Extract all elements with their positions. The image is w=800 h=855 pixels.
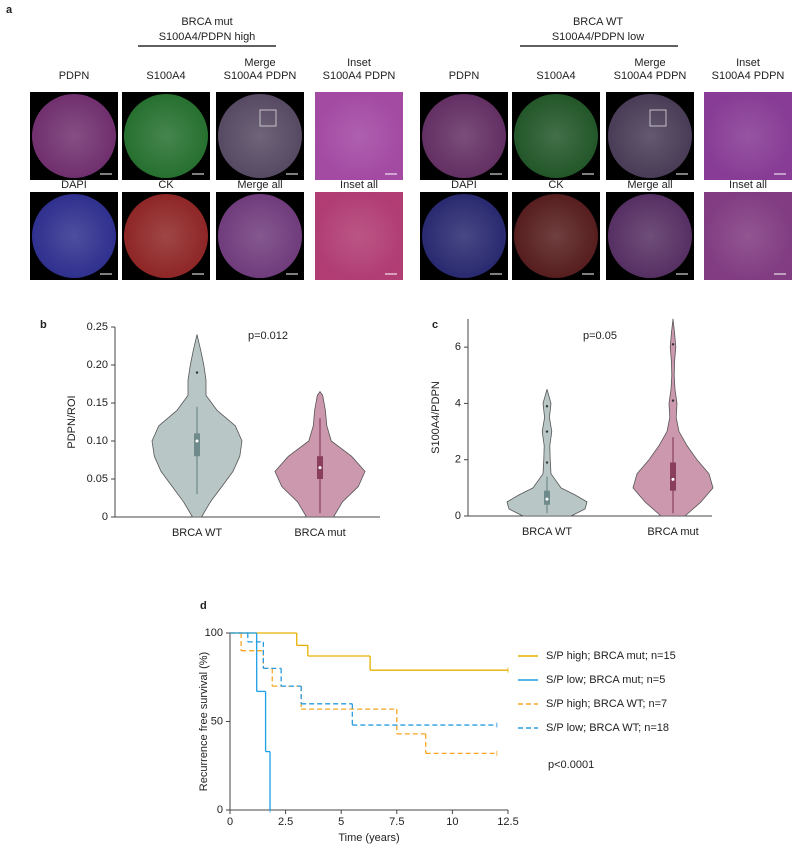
image-label: Inset all bbox=[729, 179, 767, 191]
micrograph-glow bbox=[124, 94, 208, 178]
p-value: p=0.05 bbox=[583, 330, 617, 342]
micrograph-glow bbox=[608, 94, 692, 178]
micrograph-glow bbox=[315, 92, 403, 180]
outlier bbox=[671, 399, 675, 402]
image-label: CK bbox=[158, 179, 174, 191]
outlier bbox=[545, 405, 549, 408]
image-label: DAPI bbox=[61, 179, 87, 191]
y-tick-label: 0 bbox=[217, 804, 223, 816]
median bbox=[545, 497, 549, 501]
micrograph-glow bbox=[514, 194, 598, 278]
y-axis-label: PDPN/ROI bbox=[66, 395, 78, 448]
violin bbox=[506, 389, 588, 517]
image-label: Merge all bbox=[237, 179, 282, 191]
x-tick-label: BRCA mut bbox=[647, 526, 698, 538]
x-tick-label: 0 bbox=[227, 816, 233, 828]
micrograph-glow bbox=[422, 94, 506, 178]
panel-letter: c bbox=[432, 319, 438, 331]
micrograph-glow bbox=[218, 194, 302, 278]
image-label: DAPI bbox=[451, 179, 477, 191]
image-label: S100A4 PDPN bbox=[323, 70, 396, 82]
x-axis-label: Time (years) bbox=[338, 832, 399, 844]
y-tick-label: 0.10 bbox=[87, 435, 108, 447]
image-label: CK bbox=[548, 179, 564, 191]
micrograph-glow bbox=[32, 194, 116, 278]
image-label: Merge all bbox=[627, 179, 672, 191]
micrograph-glow bbox=[315, 192, 403, 280]
y-tick-label: 0.05 bbox=[87, 473, 108, 485]
median bbox=[195, 439, 199, 443]
image-label: S100A4 bbox=[146, 70, 185, 82]
image-label: S100A4 PDPN bbox=[712, 70, 785, 82]
image-label: S100A4 PDPN bbox=[224, 70, 297, 82]
p-value: p=0.012 bbox=[248, 330, 288, 342]
outlier bbox=[545, 430, 549, 433]
x-tick-label: 2.5 bbox=[278, 816, 293, 828]
image-label: S100A4 PDPN bbox=[614, 70, 687, 82]
group-subtitle: S100A4/PDPN low bbox=[552, 31, 644, 43]
median bbox=[671, 477, 675, 481]
group-subtitle: S100A4/PDPN high bbox=[159, 31, 256, 43]
legend-label: S/P low; BRCA WT; n=18 bbox=[546, 722, 669, 734]
x-tick-label: 12.5 bbox=[497, 816, 518, 828]
image-label: Merge bbox=[244, 57, 275, 69]
x-tick-label: BRCA WT bbox=[172, 527, 222, 539]
y-axis-label: Recurrence free survival (%) bbox=[198, 652, 210, 791]
panel-letter: d bbox=[200, 600, 207, 612]
panel-letter: b bbox=[40, 319, 47, 331]
box bbox=[670, 462, 676, 491]
y-tick-label: 6 bbox=[455, 341, 461, 353]
legend-label: S/P high; BRCA mut; n=15 bbox=[546, 650, 676, 662]
y-tick-label: 4 bbox=[455, 397, 461, 409]
panel-letter: a bbox=[6, 4, 13, 16]
inset-box bbox=[259, 109, 277, 127]
y-tick-label: 50 bbox=[211, 715, 223, 727]
image-label: PDPN bbox=[449, 70, 480, 82]
y-tick-label: 0.15 bbox=[87, 397, 108, 409]
legend-label: S/P low; BRCA mut; n=5 bbox=[546, 674, 665, 686]
micrograph-glow bbox=[124, 194, 208, 278]
violin bbox=[632, 318, 714, 517]
micrograph-glow bbox=[422, 194, 506, 278]
image-label: Merge bbox=[634, 57, 665, 69]
y-tick-label: 0 bbox=[455, 510, 461, 522]
p-value: p<0.0001 bbox=[548, 759, 594, 771]
image-label: Inset bbox=[736, 57, 760, 69]
image-label: S100A4 bbox=[536, 70, 575, 82]
micrograph-glow bbox=[218, 94, 302, 178]
y-axis-label: S100A4/PDPN bbox=[430, 381, 442, 454]
y-tick-label: 0.25 bbox=[87, 321, 108, 333]
x-tick-label: BRCA mut bbox=[294, 527, 345, 539]
y-tick-label: 0.20 bbox=[87, 359, 108, 371]
median bbox=[318, 466, 322, 470]
micrograph-glow bbox=[704, 92, 792, 180]
x-tick-label: 10 bbox=[446, 816, 458, 828]
outlier bbox=[545, 461, 549, 464]
inset-box bbox=[649, 109, 667, 127]
legend-label: S/P high; BRCA WT; n=7 bbox=[546, 698, 667, 710]
outlier bbox=[195, 371, 199, 374]
micrograph-glow bbox=[514, 94, 598, 178]
box bbox=[194, 433, 200, 457]
y-tick-label: 2 bbox=[455, 454, 461, 466]
micrograph-glow bbox=[608, 194, 692, 278]
x-tick-label: 7.5 bbox=[389, 816, 404, 828]
outlier bbox=[671, 343, 675, 346]
image-label: PDPN bbox=[59, 70, 90, 82]
y-tick-label: 0 bbox=[102, 511, 108, 523]
image-label: Inset all bbox=[340, 179, 378, 191]
x-tick-label: BRCA WT bbox=[522, 526, 572, 538]
group-title: BRCA mut bbox=[181, 16, 232, 28]
x-tick-label: 5 bbox=[338, 816, 344, 828]
image-label: Inset bbox=[347, 57, 371, 69]
micrograph-glow bbox=[704, 192, 792, 280]
y-tick-label: 100 bbox=[205, 627, 223, 639]
micrograph-glow bbox=[32, 94, 116, 178]
group-title: BRCA WT bbox=[573, 16, 623, 28]
